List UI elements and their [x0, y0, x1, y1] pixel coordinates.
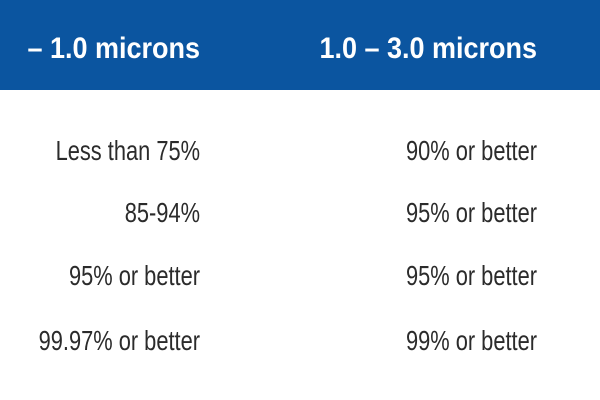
table-cell-group: 90% or better: [406, 135, 537, 166]
header-cell-group: – 1.0 microns: [28, 32, 200, 66]
table-cell: 99% or better: [406, 325, 537, 356]
table-cell-group: 85-94%: [125, 197, 200, 228]
table-cell: 99.97% or better: [39, 325, 200, 356]
table-cell: 95% or better: [406, 197, 537, 228]
table-cell-group: 99% or better: [406, 325, 537, 356]
table-cell-group: 99.97% or better: [39, 325, 200, 356]
header-cell: 1.0 – 3.0 microns: [320, 32, 537, 66]
table-cell-group: Less than 75%: [56, 135, 200, 166]
header-band: [0, 0, 600, 90]
table-cell-group: 95% or better: [406, 260, 537, 291]
header-cell-group: 1.0 – 3.0 microns: [320, 32, 537, 66]
table-cell: Less than 75%: [56, 135, 200, 166]
table-cell-group: 95% or better: [406, 197, 537, 228]
table-cell-group: 95% or better: [69, 260, 200, 291]
table-cell: 95% or better: [69, 260, 200, 291]
table-cell: 90% or better: [406, 135, 537, 166]
table-cell: 95% or better: [406, 260, 537, 291]
table-cell: 85-94%: [125, 197, 200, 228]
header-cell: – 1.0 microns: [28, 32, 200, 66]
